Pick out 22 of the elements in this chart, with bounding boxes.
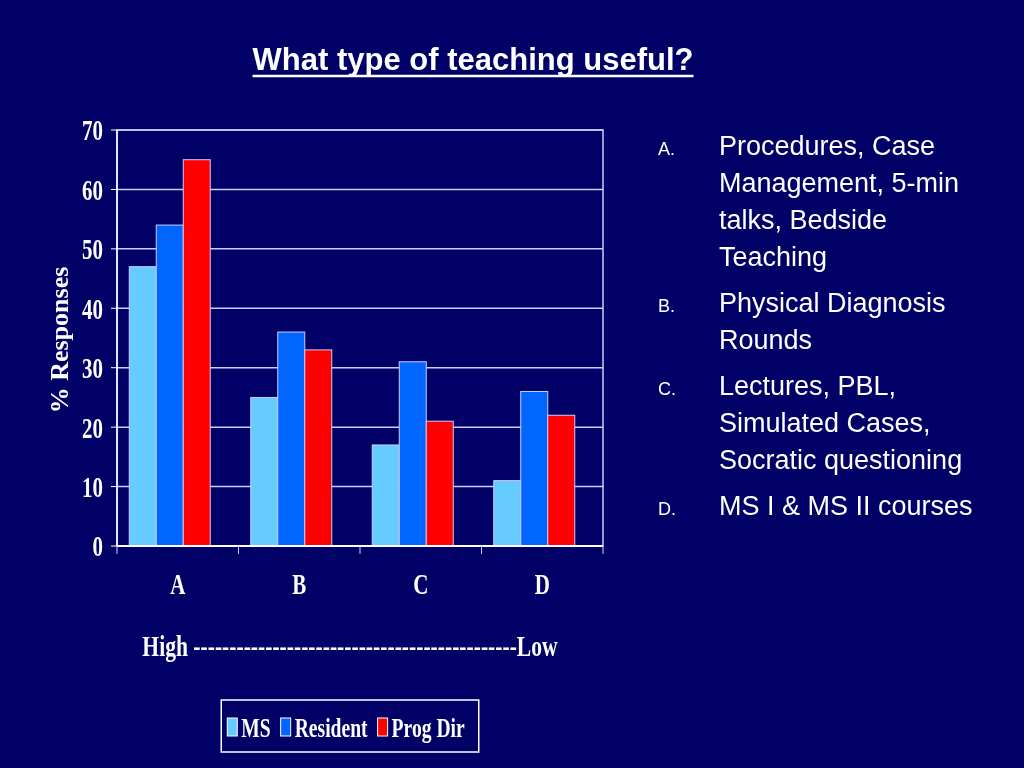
text: A. Procedures, Case Management, 5-min talks, Bedside Teaching	[658, 131, 960, 272]
x-tick-label: B	[292, 567, 307, 601]
legend-label: MS	[241, 711, 271, 743]
chart-title: What type of teaching useful?	[252, 42, 694, 77]
legend-label: Resident	[294, 711, 368, 743]
x-tick-label: D	[534, 567, 550, 601]
text: C. Lectures, PBL, Simulated Cases, Socratic questioning	[658, 371, 963, 475]
y-tick-label: 70	[82, 113, 103, 148]
x-tick-label: A	[170, 567, 186, 601]
y-tick-label: 0	[92, 529, 103, 564]
x-axis-title: High ---------------------------------------------Low	[142, 629, 558, 663]
y-tick-label: 20	[82, 411, 103, 445]
legend-label: Prog Dir	[391, 711, 465, 743]
y-tick-label: 50	[82, 232, 103, 267]
y-tick-label: 40	[82, 292, 103, 326]
y-tick-label: 60	[82, 173, 103, 207]
y-tick-label: 30	[82, 351, 103, 386]
x-tick-label: C	[413, 567, 429, 601]
y-axis-title: % Responses	[45, 266, 74, 414]
y-tick-label: 10	[82, 470, 103, 505]
text: B. Physical Diagnosis Rounds	[658, 288, 946, 355]
text: D. MS I & MS II courses	[658, 491, 973, 521]
